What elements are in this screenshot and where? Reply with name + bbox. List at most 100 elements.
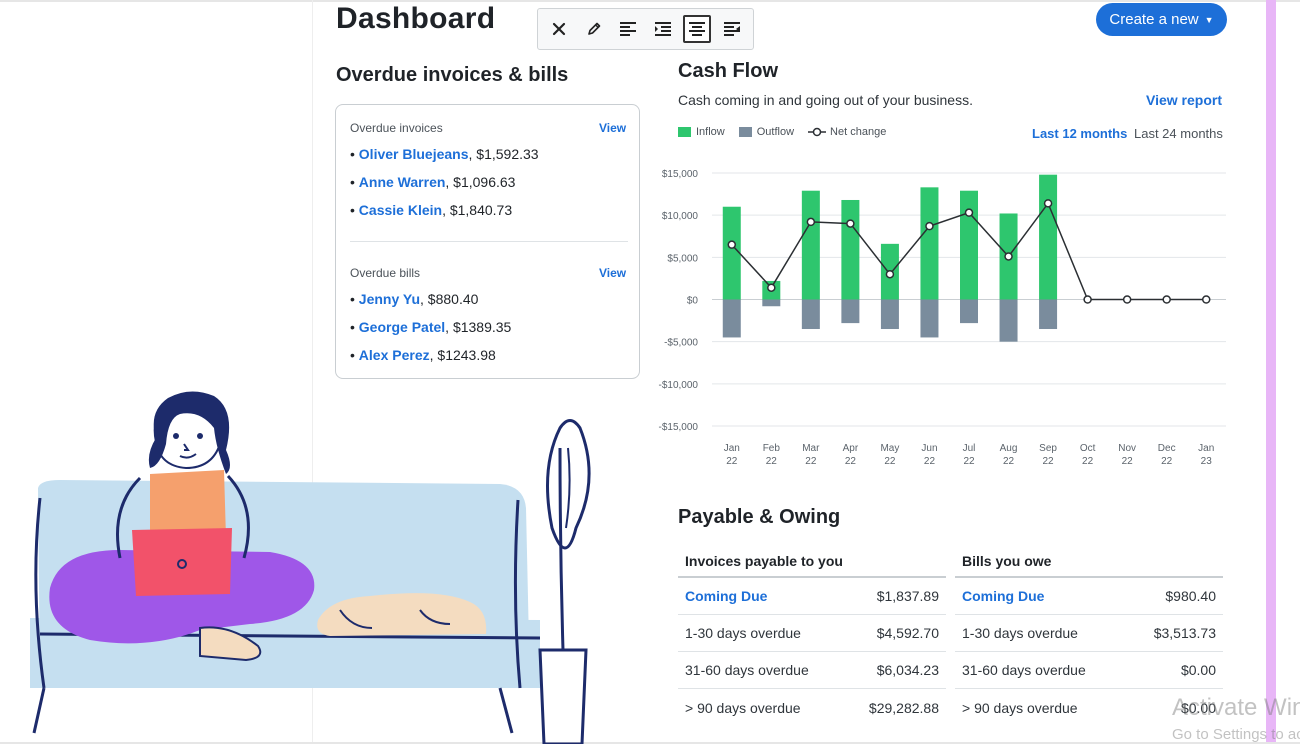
row-value: $4,592.70 [876,625,939,641]
coming-due-link[interactable]: Coming Due [685,588,768,604]
row-value: $0.00 [1180,662,1216,678]
customer-link[interactable]: Cassie Klein [358,202,443,218]
align-left-button[interactable] [614,15,642,43]
view-report-link[interactable]: View report [1146,92,1222,108]
close-icon [553,22,566,36]
list-item: • Alex Perez, $1243.98 [350,347,496,363]
customer-link[interactable]: Anne Warren [358,174,446,190]
net-change-point [1004,252,1013,261]
scrollbar-accent[interactable] [1266,0,1276,744]
legend-outflow[interactable]: Outflow [738,126,794,138]
x-tick-label: Jun [921,443,937,454]
range-last-12-months[interactable]: Last 12 months [1032,126,1128,141]
x-tick-label: Jan [1198,443,1214,454]
align-left-icon [620,22,637,36]
cash-flow-chart: $15,000 $10,000 $5,000 $0 -$5,000 -$10,000 -$1… [659,169,1226,467]
row-label: 1-30 days overdue [962,625,1078,641]
range-last-24-months[interactable]: Last 24 months [1134,126,1223,141]
row-value: $1,837.89 [876,588,939,604]
row-label: 31-60 days overdue [962,662,1086,678]
align-right-icon [723,22,740,36]
x-tick-label: 22 [766,456,778,467]
net-change-point [885,269,895,279]
align-indent-button[interactable] [649,15,677,43]
close-button[interactable] [545,15,573,43]
vendor-link[interactable]: George Patel [358,319,446,335]
legend-net-change[interactable]: Net change [808,126,886,138]
list-item: • Jenny Yu, $880.40 [350,291,479,307]
net-change-point [964,208,974,217]
table-row: Coming Due $980.40 [955,578,1223,615]
x-tick-label: 22 [726,456,738,467]
pencil-icon [587,22,601,35]
x-tick-label: Jan [724,443,740,454]
payable-owing-title: Payable & Owing [678,506,841,528]
y-tick-label: $10,000 [662,211,699,222]
row-value: $3,513.73 [1153,625,1216,641]
customer-link[interactable]: Oliver Bluejeans [358,146,469,162]
create-new-label: Create a new [1109,11,1199,28]
inflow-bar [920,187,939,300]
x-tick-label: 22 [1003,456,1015,467]
y-tick-label: -$15,000 [659,422,699,433]
outflow-bar [801,299,820,330]
editor-toolbar [537,8,754,50]
outflow-bar [920,299,939,338]
view-overdue-bills-link[interactable]: View [599,266,627,280]
list-item: • Cassie Klein, $1,840.73 [350,202,513,218]
align-center-button[interactable] [683,15,712,43]
row-label: 31-60 days overdue [685,662,809,678]
table-row: 31-60 days overdue $6,034.23 [678,652,946,689]
inflow-swatch [678,127,691,137]
x-tick-label: 23 [1201,456,1213,467]
activation-watermark-subtitle: Go to Settings to activate Windows. [1172,726,1300,743]
y-tick-label: -$5,000 [664,338,698,349]
outflow-bar [960,299,978,324]
x-tick-label: 22 [963,456,975,467]
x-tick-label: 22 [845,456,857,467]
create-new-button[interactable]: Create a new ▼ [1096,3,1227,36]
row-label: > 90 days overdue [685,699,801,716]
y-tick-label: $15,000 [662,169,699,180]
row-value: $980.40 [1165,588,1216,604]
x-tick-label: Feb [763,443,781,454]
edit-button[interactable] [580,15,608,43]
align-right-button[interactable] [718,15,746,43]
net-change-point [846,219,855,228]
legend-inflow[interactable]: Inflow [678,126,725,138]
amount: , $1243.98 [429,347,496,363]
x-tick-label: Mar [802,443,820,454]
overdue-card: Overdue invoices View • Oliver Bluejeans… [335,104,640,379]
row-label: 1-30 days overdue [685,625,801,641]
table-row: Coming Due $1,837.89 [678,578,946,615]
row-value: $0.00 [1180,699,1216,716]
y-tick-label: -$10,000 [659,380,699,391]
view-overdue-invoices-link[interactable]: View [599,121,627,135]
net-change-point [1043,199,1053,208]
coming-due-link[interactable]: Coming Due [962,588,1045,604]
chart-legend: Inflow Outflow Net change [678,126,886,138]
x-tick-label: Jul [963,443,976,454]
net-change-point [925,221,934,231]
inflow-bar [722,206,741,300]
outflow-swatch [738,127,752,137]
vendor-link[interactable]: Alex Perez [358,347,430,363]
vendor-link[interactable]: Jenny Yu [358,291,421,307]
net-change-point [767,283,776,292]
table-row: 1-30 days overdue $3,513.73 [955,615,1223,652]
outflow-bar [880,299,899,330]
amount: , $1,096.63 [445,174,516,190]
net-change-line-icon [808,127,827,137]
y-tick-label: $5,000 [667,253,698,264]
table-row: 31-60 days overdue $0.00 [955,652,1223,689]
table-header: Bills you owe [955,546,1223,578]
card-divider [350,241,628,242]
x-tick-label: 22 [884,456,896,467]
row-label: > 90 days overdue [962,699,1078,716]
overdue-bills-label: Overdue bills [350,266,421,280]
list-item: • Oliver Bluejeans, $1,592.33 [350,146,539,162]
x-tick-label: 22 [1161,456,1173,467]
cash-flow-title: Cash Flow [678,60,779,82]
legend-label: Net change [830,126,887,138]
x-tick-label: 22 [1122,456,1134,467]
